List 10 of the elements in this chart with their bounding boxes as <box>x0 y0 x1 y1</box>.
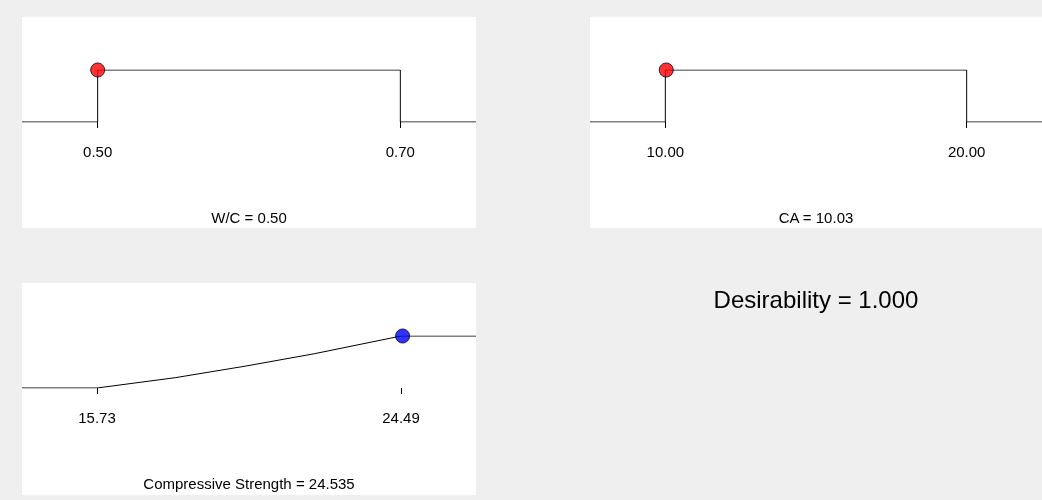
x-axis-title: W/C = 0.50 <box>211 209 287 226</box>
x-tick-label: 10.00 <box>646 143 685 160</box>
x-axis-title: Compressive Strength = 24.535 <box>143 475 355 492</box>
x-tick-label: 0.50 <box>83 143 113 160</box>
x-tick-label: 20.00 <box>947 143 986 160</box>
text: Desirability = 1.000 <box>713 286 919 314</box>
x-tick-label: 24.49 <box>382 409 420 426</box>
x-tick-label: 15.73 <box>78 409 116 426</box>
x-axis-title: CA = 10.03 <box>778 209 854 226</box>
x-tick-label: 0.70 <box>385 143 415 160</box>
